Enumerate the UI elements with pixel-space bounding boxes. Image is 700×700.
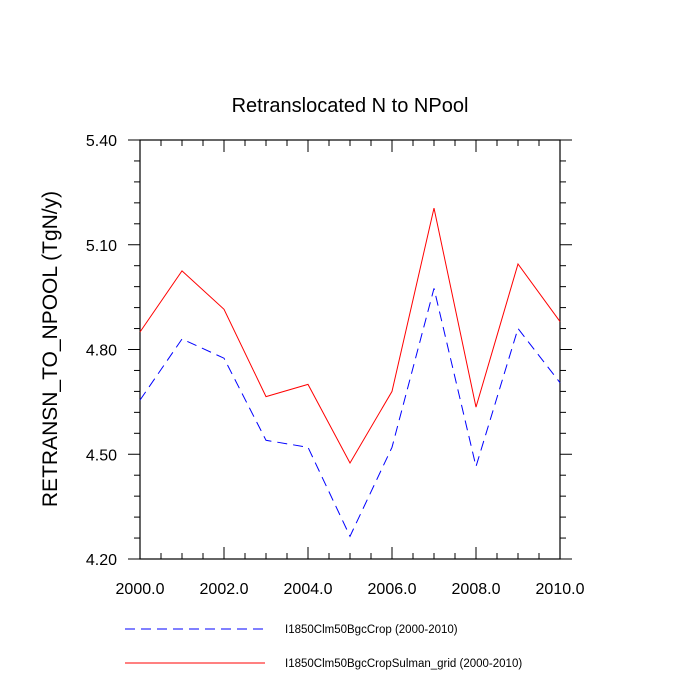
- x-tick-label: 2002.0: [200, 581, 249, 598]
- x-tick-label: 2004.0: [284, 581, 333, 598]
- y-tick-label: 4.80: [86, 343, 117, 360]
- series-line-1: [139, 288, 561, 538]
- y-tick-label: 4.20: [86, 552, 117, 569]
- legend-label-1: I1850Clm50BgcCrop (2000-2010): [285, 624, 458, 636]
- series-line-2: [139, 207, 561, 465]
- y-tick-label: 5.40: [86, 133, 117, 150]
- series-lines: [139, 207, 561, 538]
- x-tick-label: 2010.0: [536, 581, 585, 598]
- y-axis-label: RETRANSN_TO_NPOOL (TgN/y): [39, 191, 62, 507]
- plot-border: [139, 139, 561, 560]
- x-tick-label: 2006.0: [368, 581, 417, 598]
- chart-title: Retranslocated N to NPool: [232, 95, 469, 117]
- legend-label-2: I1850Clm50BgcCropSulman_grid (2000-2010): [285, 658, 522, 670]
- x-tick-label: 2000.0: [116, 581, 165, 598]
- plot-frame: [139, 139, 561, 560]
- axis-ticks: 2000.0 2002.0 2004.0 2006.0 2008.0 2010.0 4.20…: [86, 133, 585, 598]
- x-tick-label: 2008.0: [452, 581, 501, 598]
- y-tick-label: 5.10: [86, 238, 117, 255]
- legend: I1850Clm50BgcCrop (2000-2010) I1850Clm50B…: [125, 624, 522, 670]
- y-tick-label: 4.50: [86, 447, 117, 464]
